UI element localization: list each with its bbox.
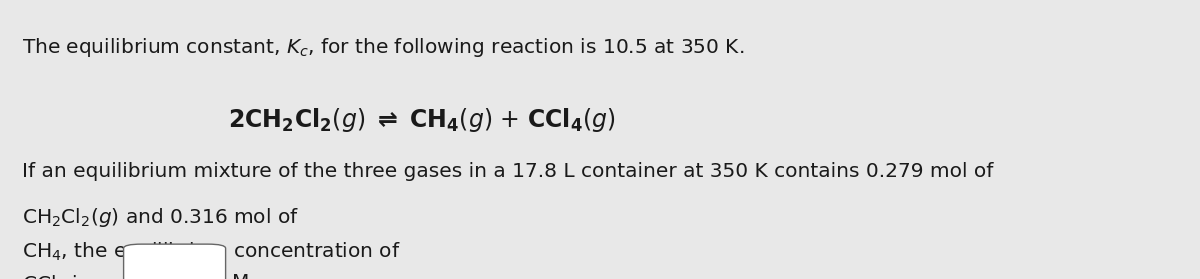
Text: The equilibrium constant, $K_c$, for the following reaction is 10.5 at 350 K.: The equilibrium constant, $K_c$, for the… bbox=[22, 36, 744, 59]
Text: If an equilibrium mixture of the three gases in a 17.8 L container at 350 K cont: If an equilibrium mixture of the three g… bbox=[22, 162, 992, 181]
Text: $\mathregular{CH_2Cl_2}$($g$) and 0.316 mol of: $\mathregular{CH_2Cl_2}$($g$) and 0.316 … bbox=[22, 206, 299, 229]
Text: $\mathregular{CH_4}$, the equilibrium concentration of: $\mathregular{CH_4}$, the equilibrium co… bbox=[22, 240, 401, 263]
Text: M.: M. bbox=[232, 273, 256, 279]
FancyBboxPatch shape bbox=[124, 244, 226, 279]
Text: $\mathregular{CCl_4}$ is: $\mathregular{CCl_4}$ is bbox=[22, 273, 89, 279]
Text: $\mathbf{2CH_2Cl_2}$($\mathbf{\mathit{g}}$) $\mathbf{\rightleftharpoons}$ $\math: $\mathbf{2CH_2Cl_2}$($\mathbf{\mathit{g}… bbox=[228, 106, 616, 134]
